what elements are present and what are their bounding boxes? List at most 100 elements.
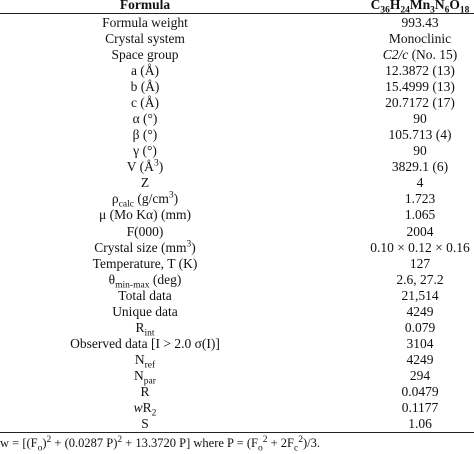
- value-cell: 1.06: [300, 416, 474, 432]
- sub: 3: [430, 5, 435, 16]
- sup: 3: [153, 158, 159, 169]
- text: 21,514: [401, 287, 439, 303]
- text: 12.3872 (13): [385, 63, 455, 79]
- text: w = [(F: [0, 436, 38, 450]
- text: + (0.0287 P): [51, 436, 118, 450]
- text: Formula weight: [102, 15, 188, 30]
- sup: 2: [298, 434, 303, 445]
- text: Crystal system: [105, 31, 185, 47]
- text: μ (Mo Kα) (mm): [99, 207, 191, 223]
- value-cell: 90: [300, 143, 474, 159]
- sup: 2: [46, 434, 52, 445]
- value-cell: 15.4999 (13): [300, 79, 474, 95]
- sub: 6: [444, 5, 450, 16]
- value-cell: 0.1177: [300, 400, 474, 416]
- text: Z: [140, 175, 150, 191]
- text: 15.4999 (13): [385, 79, 455, 95]
- sub: 18: [459, 5, 470, 16]
- label-cell: Space group: [0, 47, 290, 63]
- text: (g/cm: [133, 191, 169, 207]
- value-cell: 0.0479: [300, 384, 474, 400]
- text: 2004: [406, 223, 434, 239]
- sup: 3: [186, 239, 192, 250]
- sub: ref: [144, 360, 156, 371]
- value-cell: C2/c (No. 15): [300, 47, 474, 63]
- text: ρ: [111, 191, 119, 207]
- label-cell: Observed data [I > 2.0 σ(I)]: [0, 336, 290, 352]
- text: 294: [409, 367, 431, 383]
- text: Formula: [119, 0, 171, 12]
- text: Observed data [I > 2.0 σ(I)]: [70, 335, 220, 351]
- value-cell: 105.713 (4): [300, 127, 474, 143]
- text: Unique data: [112, 303, 178, 319]
- text: R: [140, 383, 150, 399]
- text: ): [173, 191, 179, 207]
- label-cell: F(000): [0, 224, 290, 240]
- text: Total data: [118, 287, 172, 303]
- sub: 24: [400, 5, 410, 16]
- value-cell: 127: [300, 256, 474, 272]
- text: 0.1177: [401, 399, 439, 415]
- italic: C2/c: [382, 47, 409, 63]
- label-cell: R: [0, 384, 290, 400]
- text: γ (°): [133, 143, 157, 159]
- label-cell: a (Å): [0, 63, 290, 79]
- text: 90: [413, 111, 427, 127]
- value-cell: 4249: [300, 352, 474, 368]
- text: (No. 15): [408, 47, 458, 63]
- value-cell: 90: [300, 111, 474, 127]
- label-cell: S: [0, 416, 290, 432]
- value-cell: 20.7172 (17): [300, 95, 474, 111]
- value-cell: 4: [300, 175, 474, 191]
- text: 127: [409, 255, 431, 271]
- label-cell: Unique data: [0, 304, 290, 320]
- text: 90: [413, 143, 427, 159]
- text: Space group: [111, 47, 179, 63]
- label-cell: wR2: [0, 399, 290, 419]
- sub: 2: [151, 408, 157, 419]
- label-cell: ρcalc (g/cm3): [0, 190, 290, 211]
- sup: 2: [117, 434, 123, 445]
- label-cell: c (Å): [0, 95, 290, 111]
- text: )/3.: [302, 436, 320, 450]
- text: ): [191, 239, 196, 255]
- sub: int: [144, 328, 155, 339]
- italic: w: [133, 399, 143, 415]
- value-cell: 3104: [300, 336, 474, 352]
- text: R: [135, 319, 145, 335]
- value-cell: 12.3872 (13): [300, 63, 474, 79]
- text: ): [158, 159, 164, 175]
- text: 3104: [406, 335, 434, 351]
- text: 4: [416, 175, 424, 191]
- text: + 13.3720 P] where P = (F: [122, 436, 258, 450]
- text: F(000): [126, 223, 164, 239]
- text: 1.723: [404, 191, 436, 207]
- text: 0.0479: [401, 383, 439, 399]
- label-cell: Total data: [0, 288, 290, 304]
- text: b (Å): [130, 79, 160, 95]
- value-cell: 1.065: [300, 207, 474, 223]
- text: β (°): [132, 127, 158, 143]
- value-cell: 0.10 × 0.12 × 0.16: [300, 240, 474, 256]
- text: θ: [108, 271, 116, 287]
- footnote: w = [(Fo)2 + (0.0287 P)2 + 13.3720 P] wh…: [0, 434, 320, 454]
- text: + 2F: [267, 436, 294, 450]
- text: 0.079: [404, 319, 436, 335]
- text: H: [389, 0, 401, 12]
- text: a (Å): [130, 63, 160, 79]
- sup: 3: [168, 190, 174, 201]
- sub: calc: [118, 200, 134, 211]
- text: V (Å: [126, 159, 154, 175]
- text: 105.713 (4): [388, 127, 452, 143]
- label-cell: V (Å3): [0, 159, 290, 175]
- label-cell: θmin-max (deg): [0, 271, 290, 290]
- value-cell: 0.079: [300, 320, 474, 336]
- sub: o: [37, 443, 43, 454]
- sub: 36: [380, 5, 390, 16]
- label-cell: b (Å): [0, 79, 290, 95]
- label-cell: Nref: [0, 352, 290, 371]
- text: 1.065: [404, 207, 436, 223]
- text: c (Å): [130, 95, 160, 111]
- bottom-rule: [0, 432, 474, 433]
